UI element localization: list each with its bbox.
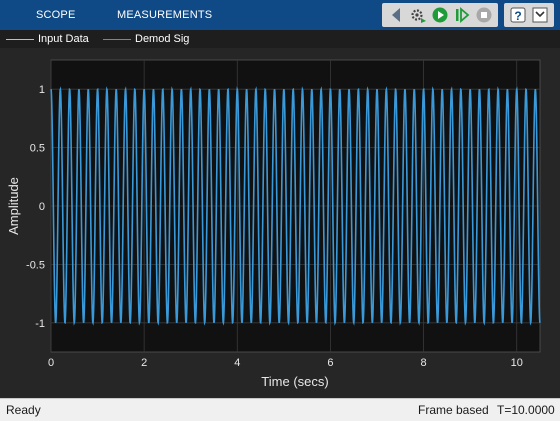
status-time: T=10.0000 — [497, 403, 555, 417]
y-axis-label: Amplitude — [6, 177, 21, 235]
x-tick-label: 2 — [141, 357, 147, 369]
help-controls: ? — [504, 3, 554, 27]
toolstrip: SCOPE MEASUREMENTS ? — [0, 0, 560, 30]
x-tick-label: 10 — [511, 357, 523, 369]
series-layer — [50, 86, 541, 326]
step-forward-icon[interactable] — [451, 4, 473, 26]
plot-area: 0 2 4 6 8 10 1 0.5 0 -0.5 -1 Time (secs) Amplitude — [0, 48, 560, 398]
y-tick-label: 0 — [39, 201, 45, 213]
x-tick-label: 0 — [48, 357, 54, 369]
legend-swatch — [103, 38, 131, 40]
y-tick-label: 1 — [39, 84, 45, 96]
toolbar-buttons: ? — [376, 3, 554, 27]
legend-label: Input Data — [38, 33, 89, 45]
series-line-demod-sig — [50, 86, 541, 326]
status-mode: Frame based — [418, 403, 489, 417]
scope-chart[interactable]: 0 2 4 6 8 10 1 0.5 0 -0.5 -1 Time (secs) Amplitude — [0, 48, 560, 398]
stop-icon[interactable] — [473, 4, 495, 26]
help-icon[interactable]: ? — [507, 4, 529, 26]
y-tick-label: -1 — [35, 318, 45, 330]
x-tick-label: 6 — [327, 357, 333, 369]
status-bar: Ready Frame based T=10.0000 — [0, 398, 560, 421]
tick-labels: 0 2 4 6 8 10 1 0.5 0 -0.5 -1 — [26, 84, 523, 369]
legend-swatch — [6, 38, 34, 40]
status-ready: Ready — [6, 403, 41, 417]
legend-item-input-data[interactable]: Input Data — [6, 30, 89, 48]
tab-measurements[interactable]: MEASUREMENTS — [117, 9, 213, 21]
expand-icon[interactable] — [529, 4, 551, 26]
y-tick-label: -0.5 — [26, 259, 45, 271]
simulation-controls — [382, 3, 498, 27]
legend: Input Data Demod Sig — [0, 30, 560, 48]
svg-text:?: ? — [514, 9, 521, 23]
x-tick-label: 8 — [421, 357, 427, 369]
legend-item-demod-sig[interactable]: Demod Sig — [103, 30, 189, 48]
x-tick-label: 4 — [234, 357, 240, 369]
y-tick-label: 0.5 — [30, 143, 45, 155]
tab-scope[interactable]: SCOPE — [36, 9, 76, 21]
x-axis-label: Time (secs) — [261, 374, 328, 389]
back-arrow-icon[interactable] — [385, 4, 407, 26]
legend-label: Demod Sig — [135, 33, 190, 45]
gear-run-icon[interactable] — [407, 4, 429, 26]
run-icon[interactable] — [429, 4, 451, 26]
